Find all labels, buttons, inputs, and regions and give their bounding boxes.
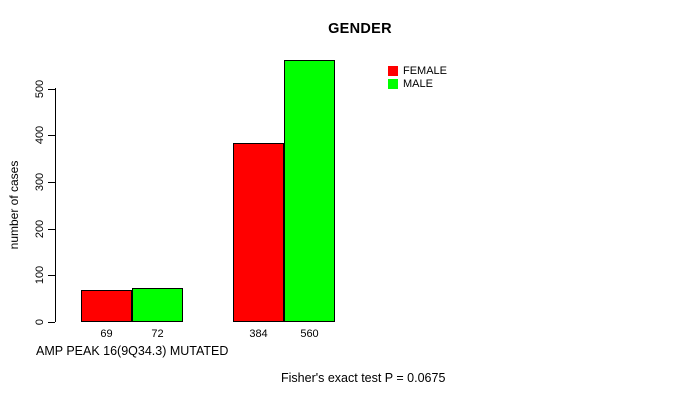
chart-title: GENDER [328,21,392,37]
y-tick-mark [48,229,55,230]
y-tick-label: 100 [34,265,46,285]
y-tick-label: 0 [34,318,46,326]
bar-value-label: 72 [151,328,164,340]
y-tick-mark [48,322,55,323]
bar-value-label: 560 [300,328,319,340]
legend-entry-female: FEMALE [388,64,447,77]
legend-label: FEMALE [403,64,448,77]
bar-male-group2 [284,60,335,322]
bar-male-group1 [132,288,183,322]
x-axis-label: AMP PEAK 16(9Q34.3) MUTATED [36,344,229,358]
y-tick-mark [48,275,55,276]
stat-annotation: Fisher's exact test P = 0.0675 [281,371,446,385]
legend-label: MALE [403,77,433,90]
y-tick-mark [48,135,55,136]
y-tick-mark [48,89,55,90]
y-tick-label: 400 [34,125,46,145]
y-tick-mark [48,182,55,183]
legend-swatch-icon [388,78,398,89]
bar-female-group2 [233,143,284,322]
y-axis-label: number of cases [7,160,21,250]
legend: FEMALE MALE [388,64,447,90]
bar-value-label: 69 [100,328,113,340]
y-axis-line [55,88,56,322]
bar-value-label: 384 [249,328,268,340]
y-tick-label: 200 [34,219,46,239]
bar-female-group1 [81,290,132,322]
legend-swatch-icon [388,65,398,76]
y-tick-label: 300 [34,172,46,192]
legend-entry-male: MALE [388,77,447,90]
y-tick-label: 500 [34,79,46,99]
